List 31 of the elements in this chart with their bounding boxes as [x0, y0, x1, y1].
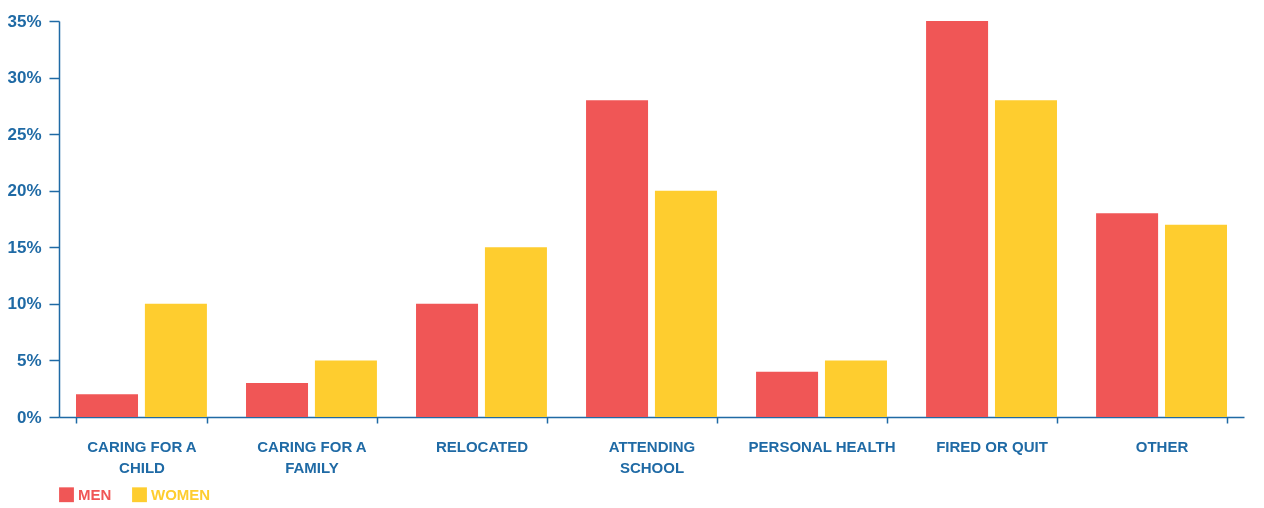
y-tick-label: 35%	[7, 11, 42, 31]
bar	[994, 100, 1057, 417]
y-tick-label: 10%	[7, 294, 42, 314]
x-tick-label: ATTENDING SCHOOL	[608, 437, 696, 476]
bar	[926, 21, 989, 417]
bar	[824, 360, 887, 417]
x-tick-label: FIRED OR QUIT	[936, 437, 1048, 455]
y-tick-label: 20%	[7, 181, 42, 201]
y-tick-label: 25%	[7, 124, 42, 144]
x-tick-label: CARING FOR A FAMILY	[257, 437, 367, 476]
y-tick-label: 30%	[7, 68, 42, 88]
bar	[144, 303, 207, 417]
bar	[1096, 213, 1159, 417]
x-tick-label: CARING FOR A CHILD	[87, 437, 197, 476]
bar	[586, 100, 649, 417]
y-tick-label: 5%	[16, 350, 42, 370]
bar	[76, 394, 139, 417]
x-tick-label: OTHER	[1135, 437, 1189, 455]
y-tick-label: 0%	[16, 407, 42, 427]
bar	[756, 371, 819, 417]
legend-label: MEN	[78, 485, 112, 503]
bar	[416, 303, 479, 417]
bar	[314, 360, 377, 417]
y-tick-label: 15%	[7, 237, 42, 257]
bar	[654, 190, 717, 417]
bar	[246, 383, 309, 417]
legend-label: WOMEN	[151, 485, 211, 503]
bar	[484, 247, 547, 417]
x-tick-label: RELOCATED	[435, 437, 529, 455]
x-tick-label: PERSONAL HEALTH	[748, 437, 896, 455]
bar	[1164, 224, 1227, 417]
